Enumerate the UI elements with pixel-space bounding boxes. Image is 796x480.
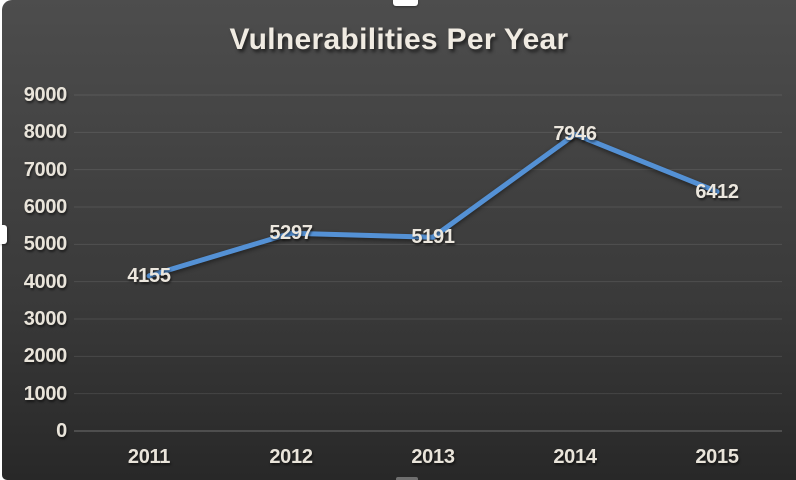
y-tick-label: 2000 <box>23 345 68 368</box>
y-tick-label: 7000 <box>23 158 68 181</box>
y-tick-label: 3000 <box>23 308 68 330</box>
x-tick-label: 2012 <box>269 446 313 468</box>
data-label: 4155 <box>127 264 171 287</box>
x-tick-label: 2013 <box>411 446 455 468</box>
x-tick-label: 2014 <box>553 446 597 468</box>
left-middle-resize-handle[interactable] <box>0 225 7 244</box>
series-line[interactable] <box>146 131 720 279</box>
y-tick-label: 5000 <box>23 233 68 256</box>
data-label: 5297 <box>269 222 313 245</box>
y-tick-label: 6000 <box>23 196 68 218</box>
data-label: 5191 <box>411 226 455 249</box>
top-center-resize-handle[interactable] <box>393 0 418 6</box>
x-tick-label: 2015 <box>695 446 739 468</box>
chart-title: Vulnerabilities Per Year <box>229 23 569 56</box>
y-tick-label: 1000 <box>23 382 68 405</box>
data-label: 7946 <box>553 123 597 146</box>
y-tick-label: 4000 <box>23 270 68 293</box>
bottom-center-resize-handle[interactable] <box>396 477 418 480</box>
y-tick-label: 9000 <box>23 84 68 106</box>
data-label: 6412 <box>695 180 739 203</box>
y-tick-label: 0 <box>56 420 67 442</box>
y-tick-label: 8000 <box>23 121 68 144</box>
x-tick-label: 2011 <box>127 446 171 468</box>
